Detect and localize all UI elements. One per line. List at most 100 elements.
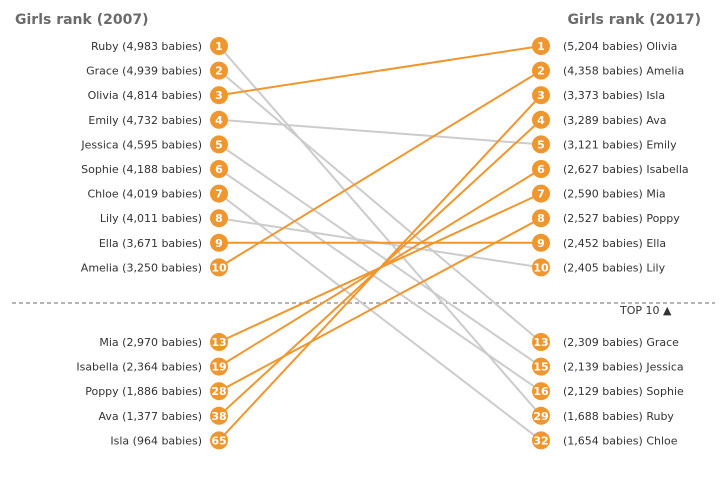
right-name-label: (2,627 babies) Isabella	[563, 163, 689, 176]
left-rank-circle	[210, 86, 228, 105]
right-name-label: (1,688 babies) Ruby	[563, 410, 674, 423]
right-rank-circle	[532, 61, 550, 80]
left-rank-circle	[210, 431, 228, 450]
top10-label: TOP 10 ▲	[620, 304, 672, 317]
left-rank-number: 38	[211, 410, 226, 423]
right-rank-number: 10	[533, 261, 549, 274]
right-name-label: (3,121 babies) Emily	[563, 138, 677, 151]
left-name-label: Lily (4,011 babies)	[100, 212, 202, 225]
right-rank-number: 16	[533, 385, 549, 398]
left-name-label: Olivia (4,814 babies)	[88, 89, 202, 102]
left-column: 1 Ruby (4,983 babies) 2 Grace (4,939 babies…	[76, 37, 228, 450]
line-amelia	[218, 69, 542, 269]
right-rank-number: 1	[537, 40, 545, 53]
left-rank-number: 5	[215, 138, 223, 151]
left-column-title: Girls rank (2007)	[15, 12, 149, 28]
right-name-label: (3,289 babies) Ava	[563, 114, 666, 127]
right-name-label: (2,309 babies) Grace	[563, 336, 679, 349]
line-poppy	[218, 217, 542, 393]
left-rank-number: 65	[211, 434, 226, 447]
right-name-label: (3,373 babies) Isla	[563, 89, 665, 102]
left-name-label: Sophie (4,188 babies)	[81, 163, 202, 176]
left-name-label: Poppy (1,886 babies)	[85, 385, 202, 398]
left-rank-number: 7	[215, 188, 223, 201]
line-ruby	[218, 45, 542, 417]
left-rank-number: 8	[215, 212, 223, 225]
left-rank-circle	[210, 258, 228, 277]
left-name-label: Grace (4,939 babies)	[86, 65, 202, 78]
right-rank-circle	[532, 37, 550, 55]
right-rank-number: 9	[537, 237, 545, 250]
right-name-label: (4,358 babies) Amelia	[563, 65, 684, 78]
right-name-label: (2,129 babies) Sophie	[563, 385, 684, 398]
left-name-label: Ava (1,377 babies)	[99, 410, 202, 423]
right-rank-number: 8	[537, 212, 545, 225]
right-name-label: (5,204 babies) Olivia	[563, 40, 677, 53]
line-grace	[218, 69, 542, 343]
right-rank-circle	[532, 382, 550, 401]
left-rank-number: 1	[215, 40, 223, 53]
left-rank-circle	[210, 209, 228, 228]
right-name-label: (2,452 babies) Ella	[563, 237, 666, 250]
left-rank-circle	[210, 37, 228, 55]
right-rank-number: 29	[533, 410, 548, 423]
left-rank-circle	[210, 61, 228, 80]
line-emily	[218, 118, 542, 146]
left-rank-circle	[210, 135, 228, 154]
right-rank-number: 15	[533, 361, 548, 374]
left-rank-number: 13	[211, 336, 226, 349]
right-rank-number: 32	[533, 434, 548, 447]
right-rank-circle	[532, 233, 550, 252]
left-name-label: Emily (4,732 babies)	[88, 114, 202, 127]
right-rank-circle	[532, 135, 550, 154]
right-rank-number: 5	[537, 138, 545, 151]
left-name-label: Chloe (4,019 babies)	[87, 188, 202, 201]
right-rank-number: 3	[537, 89, 545, 102]
left-name-label: Isla (964 babies)	[110, 434, 202, 447]
right-rank-circle	[532, 184, 550, 203]
left-rank-circle	[210, 233, 228, 252]
right-name-label: (2,405 babies) Lily	[563, 261, 666, 274]
left-rank-number: 2	[215, 65, 223, 78]
line-olivia	[218, 45, 542, 97]
right-rank-circle	[532, 431, 550, 450]
left-name-label: Amelia (3,250 babies)	[81, 261, 202, 274]
left-name-label: Jessica (4,595 babies)	[80, 138, 202, 151]
left-rank-number: 4	[215, 114, 223, 127]
left-rank-number: 3	[215, 89, 223, 102]
right-rank-circle	[532, 86, 550, 105]
right-name-label: (1,654 babies) Chloe	[563, 434, 678, 447]
left-rank-circle	[210, 333, 228, 351]
left-rank-circle	[210, 406, 228, 425]
right-rank-circle	[532, 258, 550, 277]
right-rank-number: 13	[533, 336, 548, 349]
line-mia	[218, 192, 542, 343]
left-rank-circle	[210, 160, 228, 178]
left-rank-number: 6	[215, 163, 223, 176]
right-rank-number: 4	[537, 114, 545, 127]
left-rank-circle	[210, 357, 228, 376]
line-jessica	[218, 143, 542, 368]
right-column: 1 (5,204 babies) Olivia 2 (4,358 babies) Am…	[532, 37, 689, 450]
right-rank-circle	[532, 333, 550, 351]
right-column-title: Girls rank (2017)	[567, 12, 701, 28]
right-name-label: (2,527 babies) Poppy	[563, 212, 680, 225]
left-rank-circle	[210, 110, 228, 129]
left-rank-number: 19	[211, 361, 226, 374]
right-rank-circle	[532, 209, 550, 228]
right-rank-circle	[532, 110, 550, 129]
right-name-label: (2,590 babies) Mia	[563, 188, 666, 201]
right-rank-number: 2	[537, 65, 545, 78]
right-rank-number: 6	[537, 163, 545, 176]
right-rank-circle	[532, 357, 550, 376]
left-name-label: Ruby (4,983 babies)	[91, 40, 202, 53]
left-rank-circle	[210, 382, 228, 401]
left-rank-number: 28	[211, 385, 226, 398]
left-rank-number: 10	[211, 261, 227, 274]
left-name-label: Mia (2,970 babies)	[99, 336, 202, 349]
right-rank-circle	[532, 160, 550, 178]
connector-lines	[218, 45, 542, 442]
right-name-label: (2,139 babies) Jessica	[563, 361, 684, 374]
left-rank-circle	[210, 184, 228, 203]
